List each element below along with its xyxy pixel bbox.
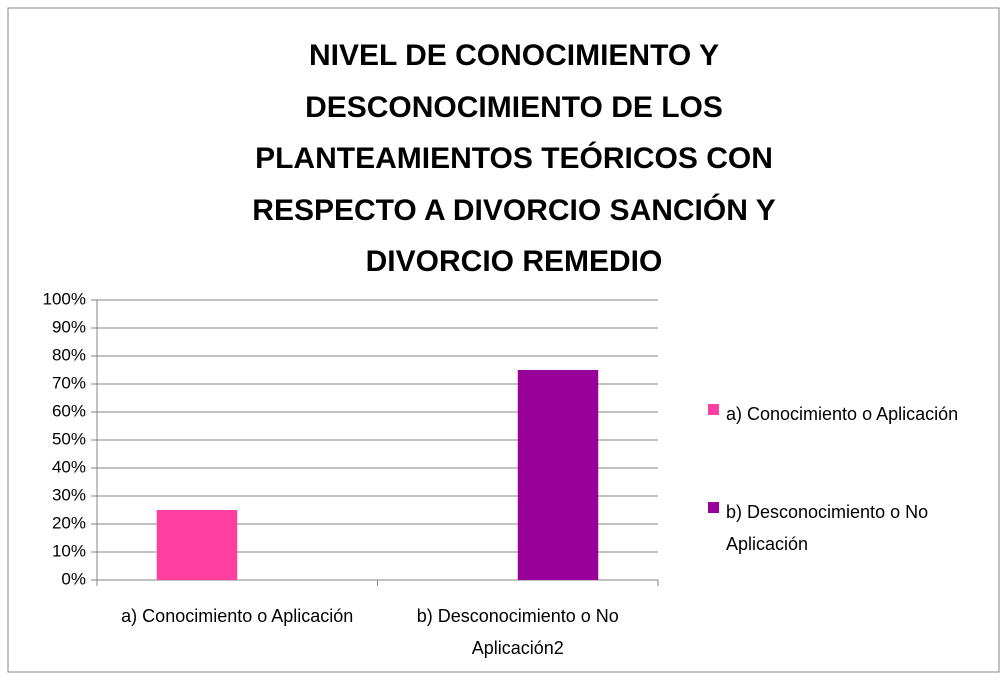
- y-tick-label: 0%: [61, 569, 86, 588]
- bar: [156, 510, 238, 580]
- y-tick-label: 60%: [52, 401, 86, 420]
- legend-label: a) Conocimiento o Aplicación: [726, 404, 959, 424]
- legend-swatch: [708, 404, 719, 415]
- chart-title: NIVEL DE CONOCIMIENTO Y DESCONOCIMIENTO …: [252, 39, 776, 278]
- y-tick-label: 50%: [52, 429, 86, 448]
- y-tick-label: 20%: [52, 513, 86, 532]
- y-tick-label: 80%: [52, 345, 86, 364]
- legend-label: b) Desconocimiento o No Aplicación: [726, 502, 929, 554]
- x-tick-label: b) Desconocimiento o No Aplicación2: [416, 606, 619, 658]
- bar: [517, 370, 599, 580]
- y-tick-label: 10%: [52, 541, 86, 560]
- y-tick-label: 40%: [52, 457, 86, 476]
- x-tick-label: a) Conocimiento o Aplicación: [121, 606, 354, 626]
- y-tick-label: 30%: [52, 485, 86, 504]
- y-tick-label: 90%: [52, 317, 86, 336]
- y-tick-label: 100%: [43, 289, 86, 308]
- y-tick-label: 70%: [52, 373, 86, 392]
- legend-swatch: [708, 502, 719, 513]
